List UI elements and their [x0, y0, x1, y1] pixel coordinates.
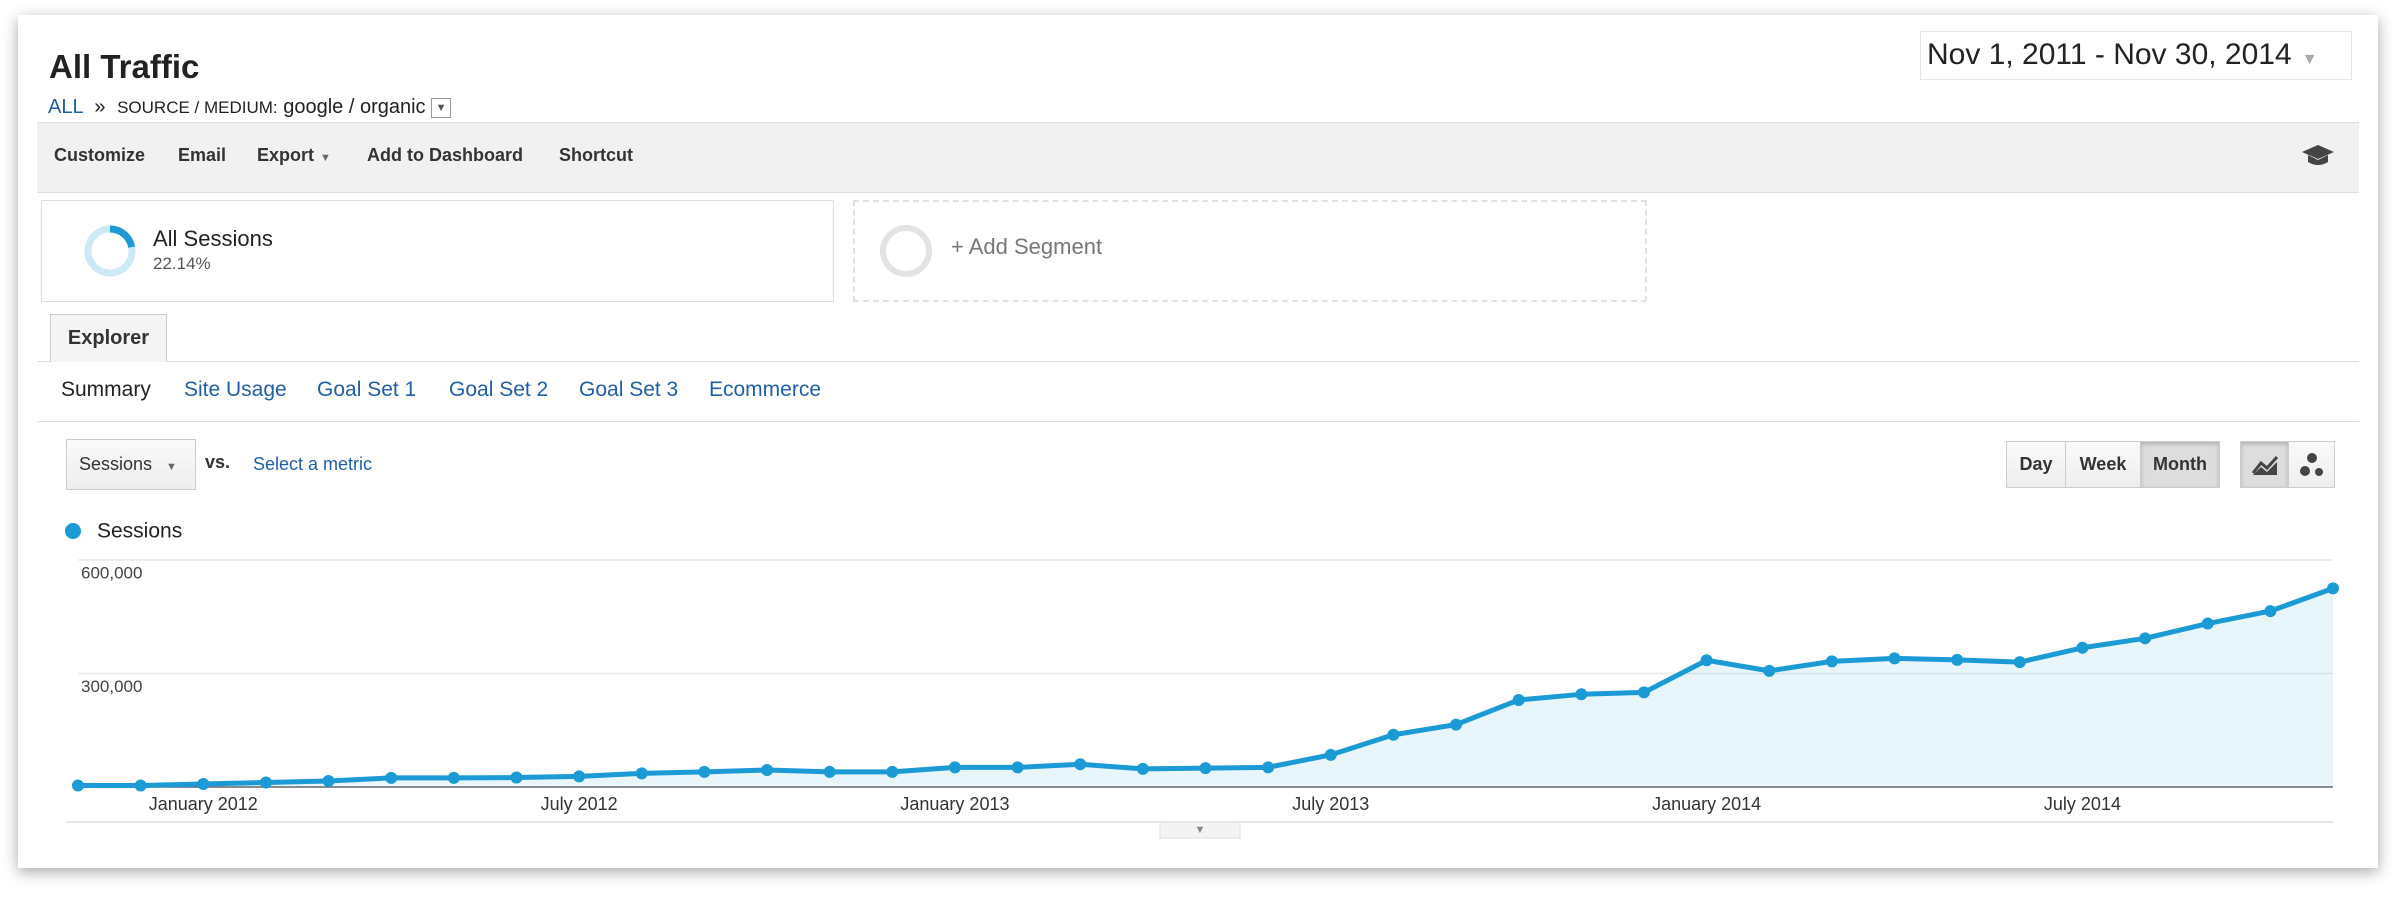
data-point [1011, 761, 1024, 774]
data-point [698, 765, 711, 778]
x-tick-label: January 2014 [1652, 794, 1761, 814]
tab-line [37, 361, 2359, 362]
data-point [1575, 688, 1588, 701]
dimension-label: SOURCE / MEDIUM: [117, 98, 278, 117]
date-range: Nov 1, 2011 - Nov 30, 2014 [1927, 38, 2292, 71]
legend-label: Sessions [97, 520, 182, 543]
breadcrumb: ALL » SOURCE / MEDIUM: google / organic … [48, 96, 452, 119]
granularity-button[interactable]: Month [2140, 441, 2220, 488]
data-point [1387, 728, 1400, 741]
data-point [823, 765, 836, 778]
data-point [886, 765, 899, 778]
toolbar [37, 122, 2359, 193]
data-point [635, 767, 648, 780]
report-title: All Traffic [49, 48, 200, 85]
breadcrumb-separator: » [94, 96, 106, 118]
data-point [1074, 758, 1087, 771]
data-point [72, 779, 84, 792]
x-tick-label: January 2012 [149, 794, 258, 814]
explorer-tab[interactable]: Explorer [50, 314, 167, 362]
data-point [2264, 605, 2277, 618]
data-point [197, 777, 210, 790]
x-tick-label: July 2013 [1292, 794, 1369, 814]
segment-share: 22.14% [153, 254, 211, 273]
data-point [510, 771, 523, 784]
toolbar-button[interactable]: Add to Dashboard [367, 145, 523, 165]
x-tick-label: January 2013 [900, 794, 1009, 814]
data-point [385, 771, 398, 784]
data-point [761, 763, 774, 776]
data-point [2201, 617, 2214, 630]
x-tick-label: July 2014 [2044, 794, 2121, 814]
data-point [447, 771, 460, 784]
y-tick-label: 300,000 [81, 677, 142, 696]
data-point [1951, 653, 1964, 666]
granularity-button[interactable]: Week [2065, 441, 2141, 488]
subtab[interactable]: Site Usage [184, 378, 287, 401]
data-point [1324, 748, 1337, 761]
segment-name: All Sessions [153, 226, 273, 251]
collapse-arrow: ▼ [1195, 824, 1206, 836]
data-point [259, 776, 272, 789]
data-point [1136, 762, 1149, 775]
subtab[interactable]: Ecommerce [709, 378, 822, 401]
add-segment-card[interactable] [853, 200, 1647, 302]
data-point [1199, 762, 1212, 775]
subtab-line [37, 421, 2359, 422]
subtab[interactable]: Goal Set 2 [449, 378, 549, 401]
data-point [1637, 686, 1650, 699]
data-point [1450, 718, 1463, 731]
data-point [2076, 641, 2089, 654]
add-segment: + Add Segment [951, 234, 1103, 259]
data-point [134, 779, 147, 792]
data-point [1888, 652, 1901, 665]
subtab[interactable]: Summary [61, 378, 151, 401]
segment-share-arc [109, 225, 136, 248]
motion-chart-toggle[interactable] [2288, 441, 2335, 488]
subtab[interactable]: Goal Set 3 [579, 378, 679, 401]
data-point [322, 774, 335, 787]
data-point [1825, 655, 1838, 668]
dimension-value: google / organic [283, 96, 426, 118]
data-point [573, 770, 586, 783]
add-segment-donut [880, 225, 932, 277]
vs-label: vs. [205, 452, 231, 472]
segment-card[interactable] [41, 200, 834, 302]
toolbar-button[interactable]: Shortcut [559, 145, 633, 165]
toolbar-button[interactable]: Export ▼ [257, 145, 331, 165]
data-point [1700, 654, 1713, 667]
toolbar-button[interactable]: Customize [54, 145, 146, 165]
data-point [2139, 632, 2152, 645]
select-metric[interactable]: Select a metric [253, 454, 373, 474]
metric: Sessions [79, 454, 153, 474]
data-point [1512, 693, 1525, 706]
collapse-handle[interactable] [1159, 821, 1241, 839]
data-point [2327, 582, 2339, 595]
data-point [1763, 664, 1776, 677]
x-tick-label: July 2012 [541, 794, 618, 814]
metric-dropdown[interactable]: Sessions ▼ [66, 439, 196, 490]
date-range-picker[interactable]: Nov 1, 2011 - Nov 30, 2014 ▼ [1920, 31, 2352, 80]
data-point [1262, 761, 1275, 774]
legend-dot [65, 523, 81, 539]
y-tick-label: 600,000 [81, 563, 142, 582]
dimension-dropdown[interactable]: ▼ [431, 97, 452, 118]
data-point [2013, 656, 2026, 669]
toolbar-label: Export [257, 145, 315, 165]
toolbar-button[interactable]: Email [178, 145, 227, 165]
subtab[interactable]: Goal Set 1 [317, 378, 417, 401]
data-point [948, 761, 961, 774]
breadcrumb-root[interactable]: ALL [48, 96, 83, 118]
education-icon[interactable] [2300, 142, 2336, 170]
series-area [78, 588, 2333, 787]
line-chart-toggle[interactable] [2240, 441, 2289, 488]
